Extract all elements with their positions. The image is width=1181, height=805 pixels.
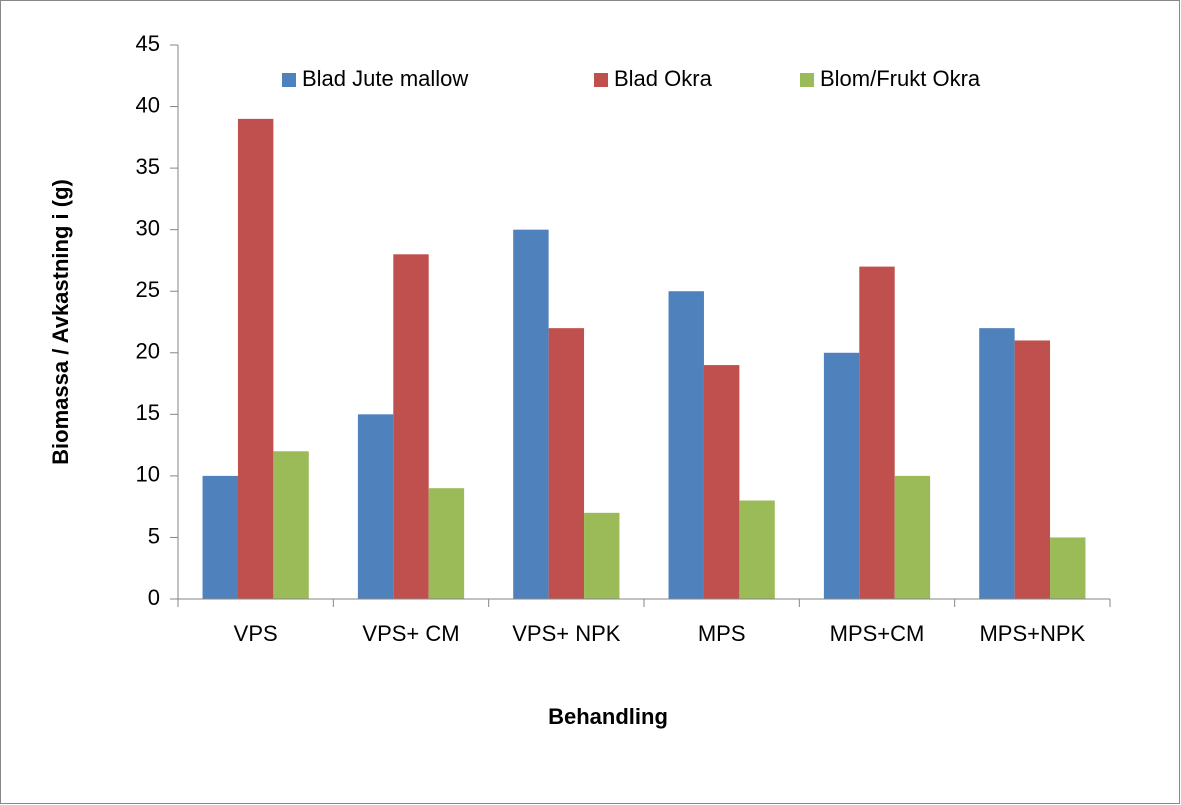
x-axis-title: Behandling (548, 704, 668, 729)
bar (979, 328, 1015, 599)
bar (1014, 340, 1051, 599)
y-tick-label: 15 (136, 400, 160, 425)
x-tick-label: MPS+NPK (979, 621, 1085, 646)
y-tick-label: 20 (136, 339, 160, 364)
x-tick-label: VPS (234, 621, 278, 646)
x-tick-label: MPS (698, 621, 746, 646)
bar (428, 488, 465, 599)
bar (1050, 537, 1086, 599)
legend-label: Blad Jute mallow (302, 66, 468, 91)
y-tick-label: 5 (148, 523, 160, 548)
legend-swatch (800, 73, 814, 87)
bar (357, 414, 394, 599)
bar (739, 500, 775, 599)
y-tick-label: 40 (136, 92, 160, 117)
x-tick-label: VPS+ CM (362, 621, 459, 646)
bar (273, 451, 309, 599)
bar (237, 118, 274, 599)
y-tick-label: 0 (148, 585, 160, 610)
y-tick-label: 30 (136, 215, 160, 240)
bar (823, 352, 860, 599)
bar (668, 291, 704, 599)
x-tick-label: VPS+ NPK (512, 621, 621, 646)
bar (202, 475, 238, 599)
legend-label: Blad Okra (614, 66, 713, 91)
bar (513, 229, 549, 599)
bar (894, 475, 931, 599)
bar (548, 328, 585, 599)
y-tick-label: 25 (136, 277, 160, 302)
x-tick-label: MPS+CM (830, 621, 925, 646)
bar (584, 512, 620, 599)
bar (859, 266, 895, 599)
y-tick-label: 10 (136, 462, 160, 487)
y-tick-label: 35 (136, 154, 160, 179)
legend-label: Blom/Frukt Okra (820, 66, 981, 91)
legend-swatch (282, 73, 296, 87)
y-axis-title: Biomassa / Avkastning i (g) (48, 179, 73, 465)
bar (393, 254, 429, 600)
y-tick-label: 45 (136, 31, 160, 56)
legend-swatch (594, 73, 608, 87)
bar (703, 365, 740, 599)
